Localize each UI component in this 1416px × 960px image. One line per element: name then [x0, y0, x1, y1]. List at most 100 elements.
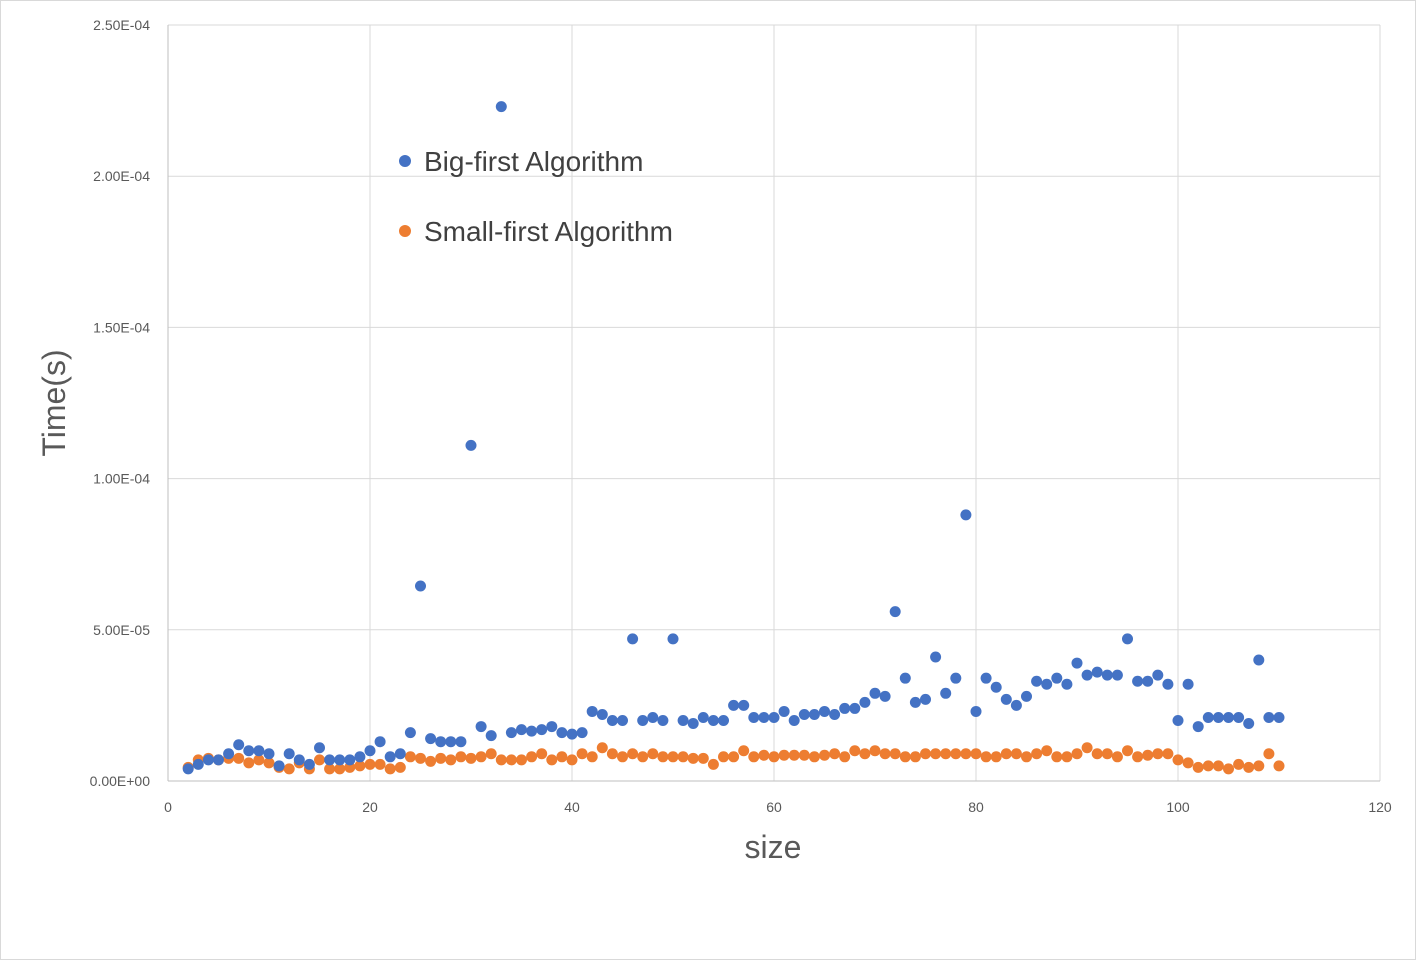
data-point — [1021, 751, 1032, 763]
data-point — [536, 724, 548, 736]
x-axis-title: size — [745, 829, 802, 865]
data-point — [829, 748, 841, 760]
data-point — [465, 439, 477, 451]
data-point — [263, 748, 275, 760]
data-point — [930, 651, 942, 663]
data-point — [1111, 669, 1123, 681]
data-point — [516, 754, 527, 766]
data-point — [314, 754, 325, 766]
data-point — [1243, 718, 1255, 730]
data-point — [1273, 760, 1285, 772]
data-point — [475, 751, 487, 763]
data-point — [344, 754, 356, 766]
data-point — [1182, 757, 1194, 769]
data-point — [606, 748, 618, 760]
data-point — [596, 742, 608, 754]
data-point — [1152, 748, 1164, 760]
data-point — [1031, 675, 1043, 687]
data-point — [384, 763, 396, 775]
data-point — [1263, 748, 1275, 760]
data-point — [293, 754, 305, 766]
data-point — [778, 749, 790, 761]
data-point — [647, 748, 659, 760]
data-point — [1142, 749, 1154, 761]
data-point — [859, 748, 871, 760]
data-point — [213, 754, 224, 766]
data-point — [748, 711, 760, 723]
data-point — [526, 725, 538, 737]
data-point — [839, 702, 851, 714]
axes — [167, 25, 1380, 782]
data-point — [455, 751, 467, 763]
data-point — [879, 690, 891, 702]
data-point — [647, 711, 659, 723]
data-point — [384, 751, 396, 763]
data-point — [1000, 748, 1012, 760]
data-point — [1253, 654, 1265, 666]
data-point — [324, 763, 336, 775]
data-point — [697, 752, 709, 764]
data-point — [970, 748, 982, 760]
data-point — [808, 708, 820, 720]
data-point — [920, 748, 931, 760]
data-point — [687, 718, 699, 730]
data-point — [1122, 745, 1133, 757]
data-point — [243, 757, 255, 769]
data-point — [677, 715, 689, 727]
data-point — [960, 509, 972, 521]
data-point — [445, 736, 457, 748]
data-point — [1212, 760, 1224, 772]
data-point — [1051, 672, 1063, 684]
data-point — [576, 748, 588, 760]
data-point — [1192, 761, 1204, 773]
data-point — [768, 711, 780, 723]
data-point — [1031, 748, 1043, 760]
grid-lines — [168, 24, 1381, 781]
data-point — [920, 693, 931, 705]
data-point — [566, 728, 578, 740]
data-point — [788, 715, 800, 727]
y-tick-labels: 0.00E+00 5.00E-05 1.00E-04 1.50E-04 2.00E-04… — [90, 17, 151, 789]
data-point — [364, 758, 376, 770]
legend-marker-small-first — [399, 225, 411, 237]
data-point — [1162, 678, 1174, 690]
data-point — [1101, 748, 1113, 760]
data-point — [627, 748, 639, 760]
data-point — [1081, 742, 1093, 754]
data-point — [364, 745, 376, 757]
data-point — [819, 749, 830, 761]
data-point — [425, 755, 437, 767]
data-point — [617, 715, 628, 727]
data-point — [798, 708, 810, 720]
data-point — [526, 751, 538, 763]
data-point — [677, 751, 689, 763]
data-point — [455, 736, 467, 748]
data-point — [990, 681, 1002, 693]
data-point — [1212, 711, 1224, 723]
data-point — [505, 727, 517, 739]
y-axis-title: Time(s) — [36, 349, 72, 456]
data-point — [1223, 711, 1234, 723]
y-tick-label: 0.00E+00 — [90, 773, 151, 789]
data-point — [1263, 711, 1275, 723]
data-point — [485, 730, 497, 742]
data-point — [495, 754, 507, 766]
data-point — [1223, 763, 1234, 775]
data-point — [243, 745, 255, 757]
data-point — [748, 751, 760, 763]
data-point — [1253, 760, 1265, 772]
data-point — [394, 761, 406, 773]
legend: Big-first Algorithm Small-first Algorith… — [399, 146, 673, 247]
data-point — [404, 751, 416, 763]
data-point — [637, 751, 649, 763]
data-point — [1192, 721, 1204, 733]
data-point — [1021, 690, 1032, 702]
data-point — [687, 752, 699, 764]
data-point — [980, 751, 992, 763]
data-point — [273, 760, 285, 772]
data-point — [1152, 669, 1164, 681]
data-point — [233, 739, 245, 751]
data-point — [637, 715, 649, 727]
